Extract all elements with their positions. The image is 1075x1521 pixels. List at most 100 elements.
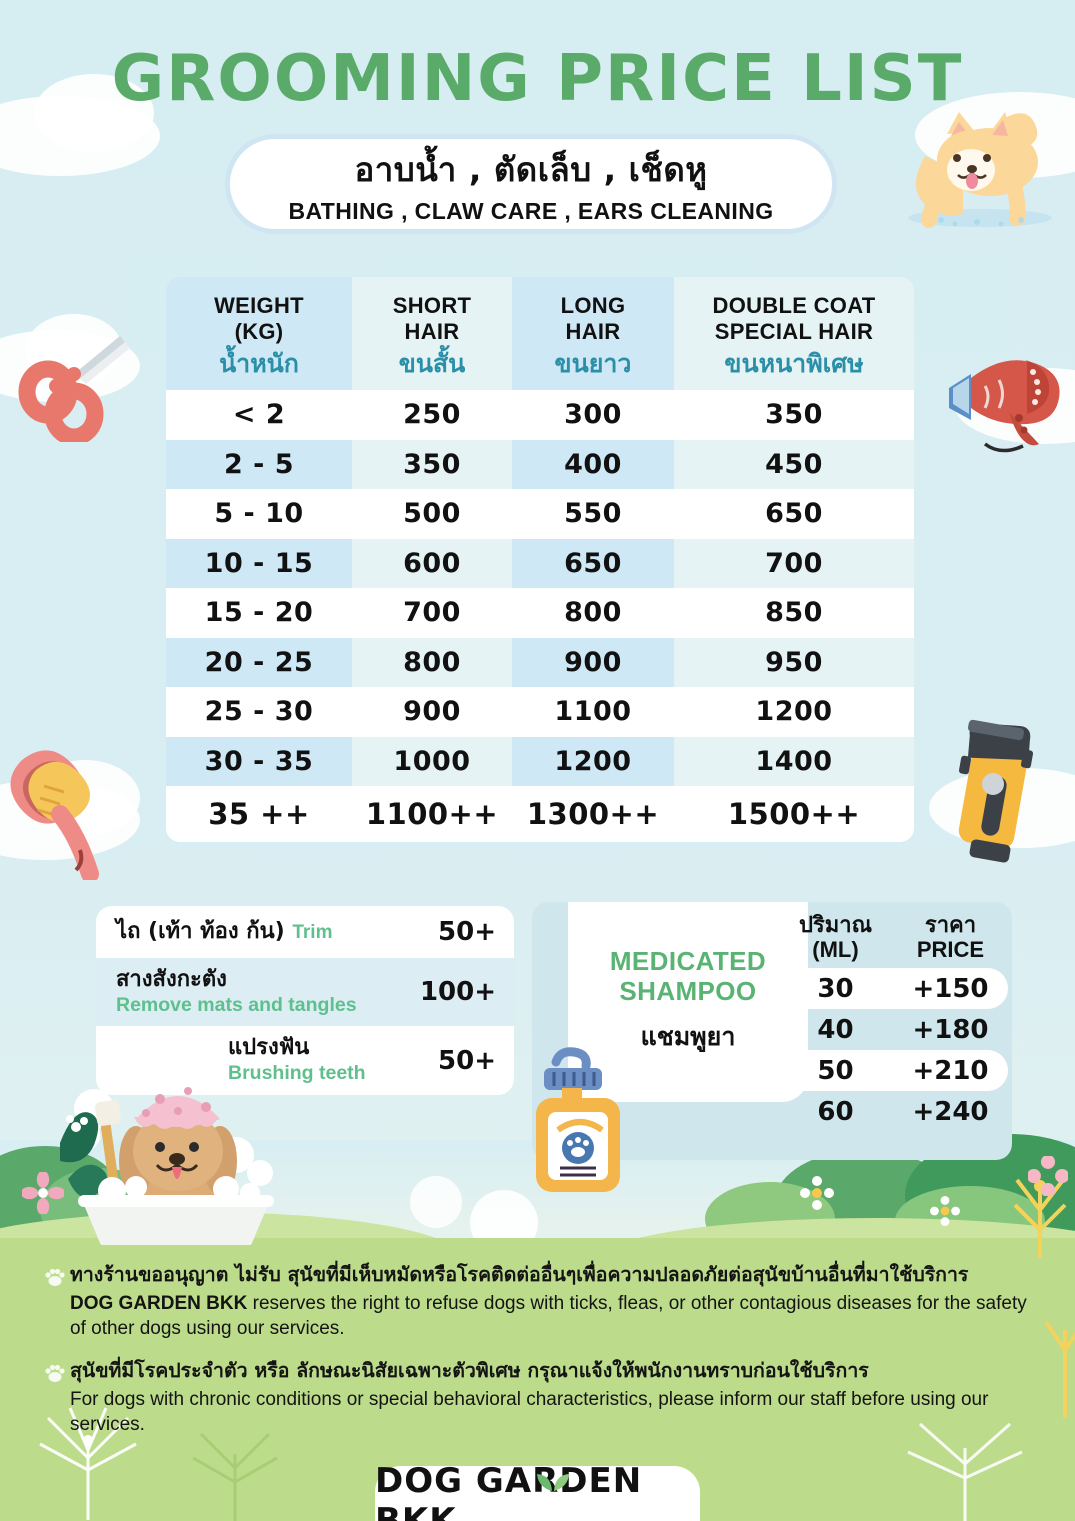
subtitle-banner: อาบน้ำ , ตัดเล็บ , เช็ดหู BATHING , CLAW… bbox=[225, 134, 837, 234]
cell-double: 1200 bbox=[755, 696, 833, 728]
paw-icon bbox=[44, 1362, 70, 1438]
header-weight-thai: น้ำหนัก bbox=[219, 349, 299, 379]
table-row: 25 - 30 900 1100 1200 bbox=[166, 687, 914, 737]
cell-long: 800 bbox=[564, 597, 622, 629]
note-english: For dogs with chronic conditions or spec… bbox=[70, 1388, 989, 1435]
note-english-rest: reserves the right to refuse dogs with t… bbox=[70, 1293, 1027, 1340]
header-short-line1: SHORT bbox=[392, 293, 472, 318]
brand-logo: DOG GARDEN BKK bbox=[375, 1461, 700, 1521]
cell-double: 1400 bbox=[755, 745, 833, 777]
note-item: ทางร้านขออนุญาต ไม่รับ สุนัขที่มีเห็บหมั… bbox=[44, 1262, 1044, 1342]
cell-long: 300 bbox=[564, 399, 622, 431]
service-row-trim: ไถ (เท้า ท้อง ก้น) Trim 50+ bbox=[96, 906, 514, 958]
cell-double: 950 bbox=[765, 646, 823, 678]
service-mats-thai: สางสังกะตัง bbox=[116, 967, 227, 992]
cell-weight: 25 - 30 bbox=[204, 696, 314, 728]
brand-logo-text: DOG GARDEN BKK bbox=[375, 1461, 643, 1521]
page-title: GROOMING PRICE LIST bbox=[111, 42, 964, 116]
subtitle-english: BATHING , CLAW CARE , EARS CLEANING bbox=[288, 198, 774, 224]
note-english: DOG GARDEN BKK reserves the right to ref… bbox=[70, 1291, 1044, 1341]
table-row: 2 - 5 350 400 450 bbox=[166, 439, 914, 490]
shampoo-price: +150 bbox=[912, 973, 989, 1004]
daisy-icon bbox=[930, 1196, 960, 1226]
cell-weight: < 2 bbox=[232, 399, 286, 431]
table-row: 20 - 25 800 900 950 bbox=[166, 637, 914, 688]
cell-double: 350 bbox=[765, 399, 823, 431]
shampoo-title-thai: แชมพูยา bbox=[640, 1021, 736, 1051]
scissors-icon bbox=[18, 336, 130, 442]
cell-short: 1100++ bbox=[365, 797, 499, 832]
cloud-icon bbox=[34, 74, 154, 152]
table-body: < 2 250 300 350 2 - 5 350 400 450 5 - 10… bbox=[166, 390, 914, 843]
service-teeth-english: Brushing teeth bbox=[228, 1062, 366, 1085]
bubble-icon bbox=[410, 1176, 462, 1228]
cell-short: 600 bbox=[403, 547, 461, 579]
shampoo-row: 40 +180 bbox=[778, 1009, 1008, 1050]
shampoo-header-price: ราคา PRICE bbox=[893, 913, 1008, 963]
service-teeth-price: 50+ bbox=[438, 1045, 496, 1076]
note-thai: สุนัขที่มีโรคประจำตัว หรือ ลักษณะนิสัยเฉ… bbox=[70, 1358, 869, 1382]
shiba-dog-icon bbox=[908, 112, 1052, 228]
hair-clipper-icon bbox=[958, 719, 1034, 863]
shampoo-header-price-english: PRICE bbox=[916, 937, 985, 963]
dandelion-icon bbox=[907, 1422, 1023, 1521]
shampoo-bottle-icon bbox=[536, 1047, 620, 1192]
shampoo-row: 60 +240 bbox=[778, 1091, 1008, 1132]
footer-notes: ทางร้านขออนุญาต ไม่รับ สุนัขที่มีเห็บหมั… bbox=[44, 1262, 1044, 1453]
cell-weight: 2 - 5 bbox=[223, 448, 295, 480]
table-row: 35 ++ 1100++ 1300++ 1500++ bbox=[166, 786, 914, 843]
paw-icon bbox=[44, 1266, 70, 1342]
shampoo-price: +210 bbox=[912, 1055, 989, 1086]
cell-short: 800 bbox=[403, 646, 461, 678]
medicated-shampoo-card: MEDICATED SHAMPOO แชมพูยา ปริมาณ (ML) รา… bbox=[532, 902, 1012, 1160]
shampoo-header-volume-unit: (ML) bbox=[812, 937, 859, 963]
service-trim-thai: ไถ (เท้า ท้อง ก้น) bbox=[116, 919, 285, 945]
service-mats-english: Remove mats and tangles bbox=[116, 993, 357, 1016]
shampoo-volume: 60 bbox=[817, 1096, 854, 1127]
shampoo-header-price-thai: ราคา bbox=[924, 913, 977, 938]
shampoo-row: 30 +150 bbox=[778, 968, 1008, 1010]
cell-long: 1200 bbox=[554, 745, 632, 777]
header-long-thai: ขนยาว bbox=[554, 349, 632, 379]
subtitle-thai: อาบน้ำ , ตัดเล็บ , เช็ดหู bbox=[354, 150, 708, 189]
table-row: < 2 250 300 350 bbox=[166, 390, 914, 440]
flower-pink-icon bbox=[22, 1172, 64, 1214]
dandelion-icon bbox=[39, 1407, 137, 1520]
dandelion-icon bbox=[192, 1432, 278, 1521]
shampoo-table-header: ปริมาณ (ML) ราคา PRICE bbox=[778, 910, 1008, 968]
cell-double: 700 bbox=[765, 547, 823, 579]
cell-long: 1100 bbox=[554, 696, 632, 728]
service-trim-price: 50+ bbox=[438, 917, 496, 947]
cell-weight: 10 - 15 bbox=[204, 547, 314, 579]
cell-long: 550 bbox=[564, 498, 622, 530]
service-trim-english: Trim bbox=[292, 922, 333, 944]
shampoo-price-table: ปริมาณ (ML) ราคา PRICE 30 +150 40 +180 5… bbox=[778, 910, 1008, 1132]
shampoo-price: +180 bbox=[912, 1014, 989, 1045]
cell-long: 1300++ bbox=[526, 797, 660, 832]
header-short-line2: HAIR bbox=[404, 318, 460, 344]
cell-short: 350 bbox=[403, 448, 461, 480]
table-header-long-hair: LONG HAIR ขนยาว bbox=[512, 277, 674, 391]
note-brand: DOG GARDEN BKK bbox=[70, 1293, 248, 1315]
shampoo-title-line1: MEDICATED bbox=[609, 946, 767, 977]
cell-short: 500 bbox=[403, 498, 461, 530]
header-long-line1: LONG bbox=[560, 293, 626, 318]
price-table: WEIGHT (KG) น้ำหนัก SHORT HAIR ขนสั้น LO… bbox=[166, 277, 914, 843]
flower-icon bbox=[1044, 1320, 1075, 1418]
table-row: 30 - 35 1000 1200 1400 bbox=[166, 736, 914, 787]
service-row-teeth: แปรงฟัน Brushing teeth 50+ bbox=[96, 1026, 514, 1094]
service-row-mats: สางสังกะตัง Remove mats and tangles 100+ bbox=[96, 958, 514, 1027]
shampoo-title-line2: SHAMPOO bbox=[619, 976, 757, 1006]
cell-long: 650 bbox=[564, 547, 622, 579]
extra-services-card: ไถ (เท้า ท้อง ก้น) Trim 50+ สางสังกะตัง … bbox=[96, 906, 514, 1095]
table-header-short-hair: SHORT HAIR ขนสั้น bbox=[352, 277, 512, 391]
cell-long: 400 bbox=[564, 448, 622, 480]
grooming-brush-icon bbox=[10, 750, 99, 880]
table-row: 10 - 15 600 650 700 bbox=[166, 538, 914, 589]
header-double-line2: SPECIAL HAIR bbox=[714, 318, 874, 344]
cell-short: 700 bbox=[403, 597, 461, 629]
shampoo-volume: 40 bbox=[817, 1014, 854, 1045]
table-row: 5 - 10 500 550 650 bbox=[166, 489, 914, 539]
cell-weight: 15 - 20 bbox=[204, 597, 314, 629]
